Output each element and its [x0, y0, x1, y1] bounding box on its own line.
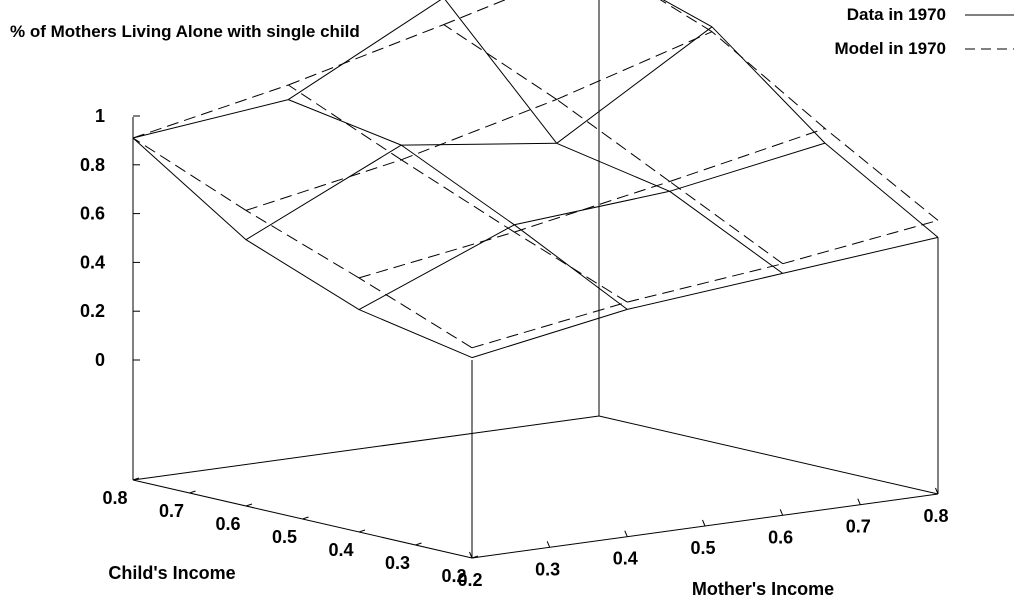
surface-mesh-line	[358, 231, 515, 279]
x-tick-label: 0.5	[690, 538, 715, 558]
surface-mesh-line	[556, 26, 713, 144]
surface-mesh-line	[556, 98, 670, 182]
y-tick	[132, 477, 140, 481]
surface-mesh-line	[711, 31, 826, 129]
axis-base-back-right	[598, 415, 939, 495]
surface-mesh-line	[443, 0, 506, 26]
x-tick	[857, 498, 861, 505]
y-tick	[471, 555, 479, 559]
legend-label-data: Data in 1970	[847, 5, 946, 24]
y-tick-label: 0.5	[272, 527, 297, 547]
surface-mesh-line	[358, 309, 473, 359]
tick-labels: 0.2 0.3 0.4 0.5 0.6 0.7 0.8 0.2 0.3 0.4 0.5 0.6 0.7 0…	[80, 106, 949, 590]
surface-mesh-line	[401, 144, 515, 226]
surface-mesh-line	[358, 277, 473, 349]
surface-mesh-line	[401, 159, 515, 233]
surface-mesh-line	[669, 190, 783, 274]
surface-mesh-line	[824, 142, 939, 238]
z-tick-label: 0.4	[80, 252, 105, 272]
surface-mesh-line	[514, 224, 628, 310]
surface-mesh-line	[358, 224, 515, 311]
y-tick-label: 0.2	[441, 566, 466, 586]
x-tick-label: 0.4	[613, 549, 638, 569]
surface-mesh-line	[132, 137, 247, 241]
surface-mesh-line	[669, 142, 826, 192]
y-tick-label: 0.3	[385, 553, 410, 573]
z-tick-label: 0.6	[80, 204, 105, 224]
surface-mesh-line	[627, 272, 783, 310]
legend: Data in 1970 Model in 1970	[835, 5, 1014, 58]
surface-mesh-line	[443, 24, 557, 100]
surface-mesh-line	[782, 236, 939, 274]
axis-box	[132, 0, 939, 559]
x-tick-label: 0.7	[846, 517, 871, 537]
z-tick-label: 0.2	[80, 301, 105, 321]
surface-mesh-line	[245, 239, 360, 311]
y-tick	[358, 529, 366, 533]
surface-mesh-line	[662, 0, 713, 28]
surface-mesh-line	[132, 99, 289, 139]
z-tick-label: 0	[95, 350, 105, 370]
surface-mesh-line	[245, 209, 360, 279]
surface-mesh-line	[401, 142, 557, 146]
x-tick-label: 0.6	[768, 527, 793, 547]
surface-mesh-line	[132, 84, 289, 139]
x-axis-label: Mother's Income	[692, 579, 834, 599]
surface-mesh-line	[288, 84, 402, 161]
surface-data	[132, 0, 939, 359]
surface-mesh-line	[288, 99, 402, 146]
surface-mesh-line	[245, 144, 402, 241]
y-tick-label: 0.6	[215, 514, 240, 534]
surface-mesh-line	[711, 26, 826, 144]
z-tick-label: 1	[95, 106, 105, 126]
surfaces	[132, 0, 939, 359]
y-tick	[302, 516, 309, 520]
surface-mesh-line	[669, 128, 826, 182]
surface-mesh-line	[444, 0, 558, 144]
surface-mesh-line	[627, 263, 783, 303]
surface-mesh-line	[514, 181, 670, 233]
axis-ticks	[132, 115, 939, 559]
x-tick	[624, 530, 628, 537]
x-tick	[935, 487, 939, 495]
y-tick	[415, 542, 422, 546]
surface-mesh-line	[514, 231, 628, 303]
chart-title: % of Mothers Living Alone with single ch…	[10, 22, 360, 41]
y-axis-label: Child's Income	[108, 563, 235, 583]
x-tick	[702, 519, 706, 527]
x-tick-label: 0.3	[535, 559, 560, 579]
surface-mesh-line	[669, 181, 783, 265]
surface-mesh-line	[659, 0, 713, 33]
surface-mesh-line	[401, 98, 557, 161]
surface-mesh-line	[245, 159, 402, 211]
surface-mesh-line	[132, 137, 247, 211]
y-tick-label: 0.4	[328, 540, 353, 560]
y-tick-label: 0.8	[102, 488, 127, 508]
x-tick	[546, 541, 551, 548]
x-tick	[779, 509, 784, 516]
surface-mesh-line	[471, 308, 628, 359]
x-tick-label: 0.8	[923, 506, 948, 526]
surface-mesh-line	[782, 219, 939, 265]
legend-label-model: Model in 1970	[835, 39, 946, 58]
surface-mesh-line	[514, 190, 670, 226]
z-tick-label: 0.8	[80, 155, 105, 175]
x-tick-label: 0.2	[457, 570, 482, 590]
y-tick	[245, 503, 253, 507]
surface-mesh-line	[556, 142, 670, 192]
surface-mesh-line	[824, 128, 939, 221]
surface-mesh-line	[556, 31, 713, 100]
surface-mesh-line	[288, 24, 444, 86]
y-tick	[189, 490, 196, 494]
surface-mesh-line	[471, 301, 628, 349]
axis-base-back-left	[132, 415, 600, 481]
surface-model	[132, 0, 939, 349]
y-tick-label: 0.7	[159, 501, 184, 521]
surface-mesh-line	[288, 0, 442, 101]
x-tick	[469, 551, 473, 559]
